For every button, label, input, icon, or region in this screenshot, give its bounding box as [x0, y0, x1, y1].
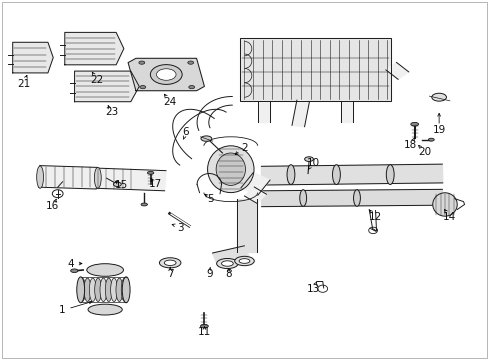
- Ellipse shape: [110, 278, 117, 302]
- Polygon shape: [261, 164, 442, 185]
- Text: 24: 24: [163, 96, 177, 107]
- Polygon shape: [64, 32, 123, 65]
- Polygon shape: [96, 168, 165, 191]
- Polygon shape: [74, 71, 139, 102]
- Text: 5: 5: [206, 194, 213, 204]
- Polygon shape: [128, 58, 204, 91]
- Polygon shape: [237, 199, 256, 252]
- Ellipse shape: [304, 157, 313, 161]
- Ellipse shape: [77, 277, 84, 303]
- Ellipse shape: [386, 165, 393, 184]
- Ellipse shape: [239, 258, 249, 264]
- Bar: [239, 38, 390, 101]
- Ellipse shape: [164, 260, 176, 266]
- Polygon shape: [385, 62, 408, 79]
- Text: 13: 13: [305, 284, 319, 294]
- Text: 16: 16: [46, 201, 60, 211]
- Text: 2: 2: [241, 143, 247, 153]
- Ellipse shape: [37, 166, 43, 188]
- Text: 19: 19: [431, 125, 445, 135]
- Ellipse shape: [141, 203, 147, 206]
- Text: 12: 12: [368, 212, 382, 222]
- Ellipse shape: [332, 165, 340, 184]
- Ellipse shape: [139, 61, 144, 64]
- Ellipse shape: [427, 138, 433, 141]
- Ellipse shape: [286, 165, 294, 184]
- Ellipse shape: [431, 93, 446, 101]
- Ellipse shape: [187, 61, 193, 64]
- Ellipse shape: [105, 278, 112, 302]
- Text: 22: 22: [90, 75, 103, 85]
- Ellipse shape: [113, 182, 121, 186]
- Text: 11: 11: [197, 327, 211, 337]
- Ellipse shape: [234, 256, 254, 266]
- Polygon shape: [341, 101, 352, 122]
- Text: 18: 18: [403, 140, 417, 150]
- Ellipse shape: [122, 277, 130, 303]
- Text: 14: 14: [442, 212, 456, 222]
- Ellipse shape: [221, 261, 233, 266]
- Text: 15: 15: [114, 180, 128, 190]
- Text: 20: 20: [417, 147, 430, 157]
- Ellipse shape: [299, 190, 306, 206]
- Ellipse shape: [147, 171, 153, 174]
- Text: 8: 8: [225, 269, 232, 279]
- Text: 4: 4: [67, 258, 74, 269]
- Ellipse shape: [432, 193, 456, 216]
- Polygon shape: [212, 246, 249, 265]
- Ellipse shape: [121, 278, 128, 302]
- Ellipse shape: [94, 167, 101, 188]
- Text: 7: 7: [166, 269, 173, 279]
- Ellipse shape: [353, 190, 360, 206]
- Ellipse shape: [100, 278, 107, 302]
- Text: 10: 10: [306, 158, 319, 168]
- Ellipse shape: [70, 269, 78, 273]
- Polygon shape: [261, 189, 442, 207]
- Polygon shape: [13, 42, 53, 73]
- Text: 17: 17: [148, 179, 162, 189]
- Ellipse shape: [207, 146, 254, 193]
- Text: 23: 23: [104, 107, 118, 117]
- Ellipse shape: [88, 304, 122, 315]
- Ellipse shape: [84, 278, 91, 302]
- Ellipse shape: [159, 258, 181, 268]
- Polygon shape: [39, 166, 97, 189]
- Polygon shape: [241, 173, 269, 195]
- Ellipse shape: [87, 264, 123, 276]
- Text: 3: 3: [177, 222, 184, 233]
- Ellipse shape: [150, 65, 182, 84]
- Ellipse shape: [200, 324, 208, 328]
- Polygon shape: [244, 187, 266, 203]
- Ellipse shape: [216, 153, 245, 185]
- Ellipse shape: [89, 278, 96, 302]
- Text: 9: 9: [205, 269, 212, 279]
- Ellipse shape: [140, 85, 145, 89]
- Ellipse shape: [79, 278, 85, 302]
- Text: 1: 1: [59, 305, 66, 315]
- Ellipse shape: [156, 69, 176, 80]
- Ellipse shape: [201, 136, 211, 141]
- Ellipse shape: [216, 258, 238, 269]
- Polygon shape: [257, 101, 270, 122]
- Polygon shape: [291, 100, 309, 127]
- Ellipse shape: [410, 122, 418, 126]
- Polygon shape: [239, 38, 390, 101]
- Text: 21: 21: [17, 78, 30, 89]
- Ellipse shape: [188, 85, 194, 89]
- Text: 6: 6: [182, 127, 189, 138]
- Ellipse shape: [95, 278, 102, 302]
- Ellipse shape: [116, 278, 122, 302]
